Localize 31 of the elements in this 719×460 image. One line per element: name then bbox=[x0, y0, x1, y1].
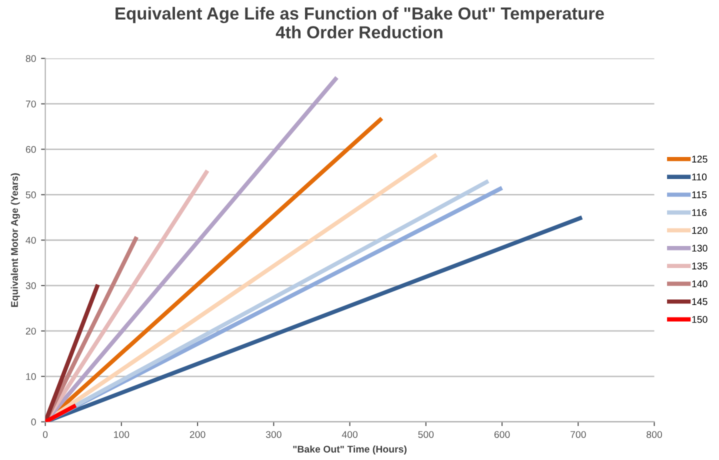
y-tick-label: 10 bbox=[26, 373, 36, 380]
x-axis-title: "Bake Out" Time (Hours) bbox=[293, 445, 407, 455]
y-tick-label: 30 bbox=[26, 282, 36, 290]
legend-label: 125 bbox=[692, 156, 708, 163]
x-tick-label: 0 bbox=[42, 431, 48, 438]
x-tick-label: 800 bbox=[646, 431, 662, 438]
x-tick-label: 200 bbox=[190, 431, 206, 438]
legend-label: 120 bbox=[692, 226, 708, 234]
chart-title: Equivalent Age Life as Function of "Bake Out" Temperature 4th Order Reduction bbox=[116, 6, 604, 38]
x-tick-label: 400 bbox=[342, 431, 358, 438]
legend-label: 110 bbox=[692, 174, 707, 180]
legend-label: 135 bbox=[692, 262, 708, 270]
y-tick-label: 80 bbox=[26, 55, 36, 62]
legend-label: 140 bbox=[692, 280, 708, 288]
x-tick-label: 300 bbox=[266, 431, 282, 438]
x-tick-label: 600 bbox=[494, 431, 510, 438]
y-tick-label: 50 bbox=[26, 191, 36, 198]
legend-label: 150 bbox=[692, 316, 708, 323]
y-tick-label: 40 bbox=[26, 236, 36, 244]
y-tick-label: 60 bbox=[26, 146, 36, 153]
legend-label: 115 bbox=[692, 191, 707, 198]
legend-label: 116 bbox=[692, 209, 707, 216]
x-tick-label: 100 bbox=[114, 431, 130, 438]
legend-label: 130 bbox=[692, 244, 708, 252]
y-tick-label: 70 bbox=[26, 100, 36, 108]
legend-label: 145 bbox=[692, 298, 708, 306]
y-tick-label: 20 bbox=[26, 328, 36, 335]
y-tick-label: 0 bbox=[31, 418, 36, 426]
x-tick-label: 700 bbox=[570, 431, 586, 438]
y-axis-title: Equivalent Motor Age (Years) bbox=[10, 173, 20, 307]
x-tick-label: 500 bbox=[418, 431, 434, 438]
